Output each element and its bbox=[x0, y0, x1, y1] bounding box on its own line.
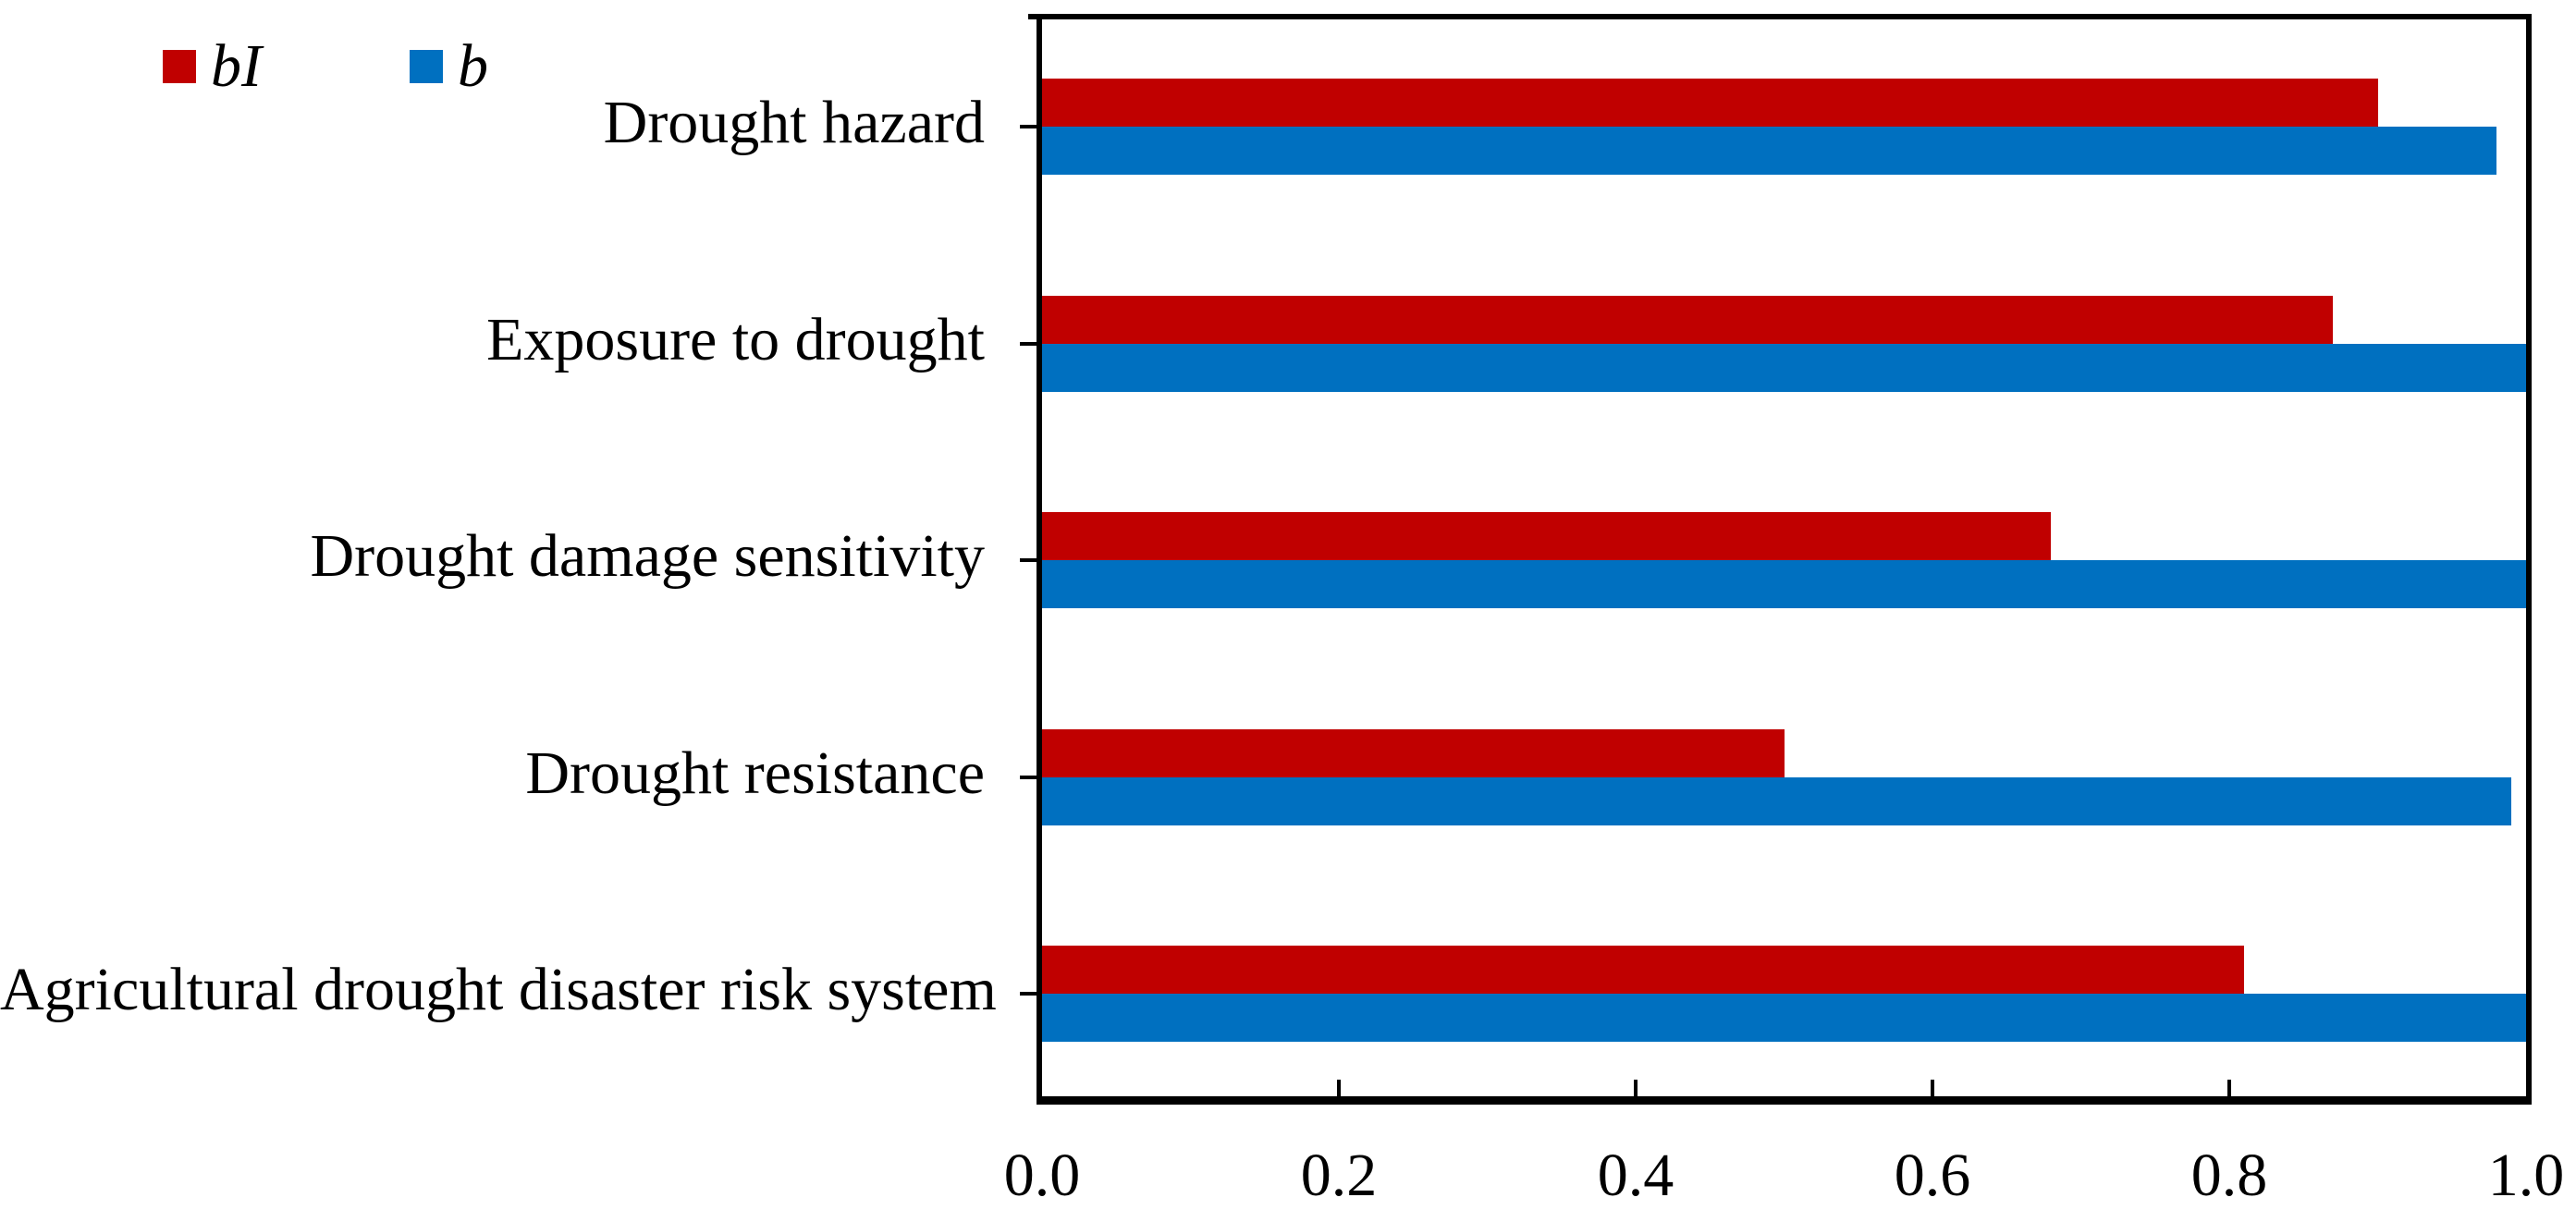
legend-label-b: b bbox=[458, 32, 488, 100]
y-axis-tick bbox=[1020, 341, 1037, 346]
y-axis-tick bbox=[1020, 775, 1037, 779]
legend-swatch-b bbox=[410, 50, 443, 83]
x-axis-tick bbox=[1931, 1080, 1934, 1096]
legend-item-bI: bI bbox=[163, 32, 262, 100]
category-label: Drought resistance bbox=[525, 739, 985, 807]
category-label: Drought damage sensitivity bbox=[310, 522, 985, 590]
x-axis-tick-label: 0.0 bbox=[1003, 1142, 1081, 1209]
x-axis-tick-label: 0.6 bbox=[1894, 1142, 1971, 1209]
legend-label-bI: bI bbox=[211, 32, 262, 100]
legend-swatch-bI bbox=[163, 50, 196, 83]
x-axis-tick-label: 0.8 bbox=[2190, 1142, 2268, 1209]
y-axis-tick bbox=[1020, 992, 1037, 996]
category-label: Agricultural drought disaster risk syste… bbox=[0, 956, 997, 1023]
bar-bI-0 bbox=[1042, 79, 2378, 127]
chart-legend: bI b bbox=[0, 0, 1017, 111]
bar-b-0 bbox=[1042, 127, 2496, 175]
x-axis-tick bbox=[2227, 1080, 2231, 1096]
x-axis-tick bbox=[1337, 1080, 1341, 1096]
bar-bI-2 bbox=[1042, 512, 2051, 560]
x-axis-tick-label: 0.4 bbox=[1597, 1142, 1674, 1209]
plot-area bbox=[1020, 14, 2532, 1105]
bar-b-4 bbox=[1042, 994, 2526, 1042]
y-axis-tick bbox=[1020, 125, 1037, 128]
bar-bI-3 bbox=[1042, 728, 1785, 777]
bar-b-3 bbox=[1042, 776, 2511, 825]
y-axis-tick bbox=[1020, 558, 1037, 562]
x-axis-tick-label: 1.0 bbox=[2487, 1142, 2565, 1209]
x-axis-tick bbox=[1634, 1080, 1638, 1096]
category-label: Drought hazard bbox=[603, 89, 985, 156]
bar-b-1 bbox=[1042, 343, 2526, 392]
bar-b-2 bbox=[1042, 560, 2526, 608]
y-axis-top-tick bbox=[1028, 14, 1042, 19]
x-axis-tick-label: 0.2 bbox=[1300, 1142, 1378, 1209]
bar-bI-4 bbox=[1042, 946, 2244, 994]
legend-item-b: b bbox=[410, 32, 488, 100]
bar-bI-1 bbox=[1042, 295, 2333, 344]
category-label: Exposure to drought bbox=[486, 305, 985, 373]
